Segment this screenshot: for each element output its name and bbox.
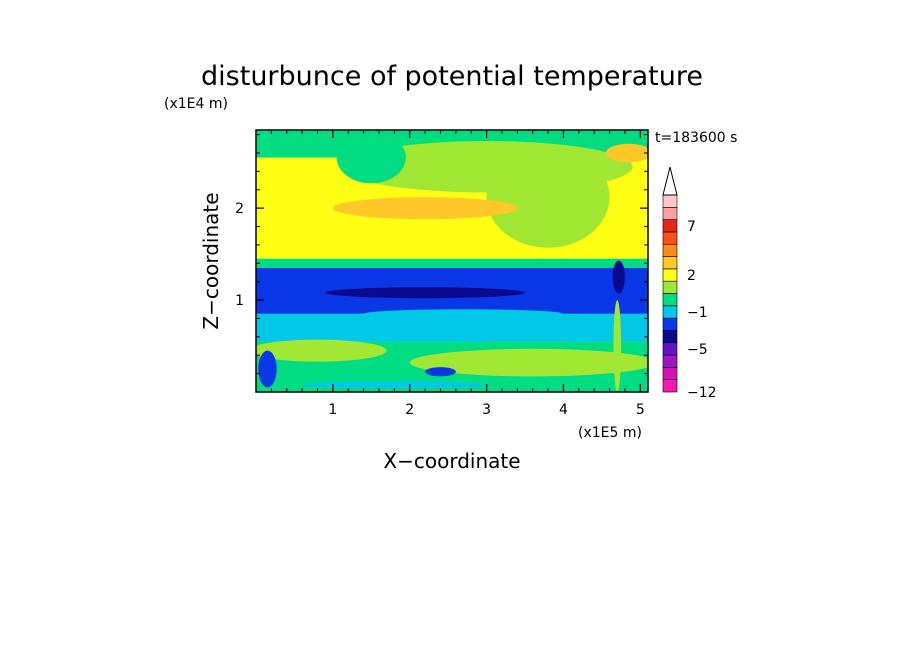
colorbar-label-3: −5 <box>687 342 708 358</box>
contour-feature-5 <box>325 287 526 299</box>
colorbar-label-0: 7 <box>687 219 696 235</box>
contour-feature-2 <box>332 197 518 220</box>
y-tick-label-0: 1 <box>235 293 244 309</box>
colorbar-cell-7 <box>662 293 678 307</box>
contour-feature-1 <box>486 146 610 248</box>
x-tick-label-3: 4 <box>559 402 568 418</box>
contour-feature-11 <box>425 367 456 377</box>
contour-feature-8 <box>256 339 387 362</box>
colorbar-cell-11 <box>662 243 678 257</box>
colorbar-cell-15 <box>662 194 678 208</box>
contour-features <box>256 131 648 392</box>
colorbar-cell-12 <box>662 231 678 245</box>
colorbar-cell-0 <box>662 379 678 393</box>
x-axis-ticks: 1 2 3 4 5 <box>270 130 645 418</box>
y-axis-ticks: 12 <box>235 134 648 375</box>
chart-title: disturbunce of potential temperature <box>201 61 703 92</box>
x-axis-label: X−coordinate <box>383 449 520 473</box>
chart-title-group: disturbunce of potential temperature (x1… <box>164 61 737 146</box>
y-tick-label-1: 2 <box>235 201 244 217</box>
colorbar-cell-14 <box>662 207 678 220</box>
colorbar-cell-8 <box>662 280 678 294</box>
colorbar-label-2: −1 <box>687 305 708 321</box>
contour-feature-10 <box>258 350 277 388</box>
contour-feature-7 <box>363 309 564 319</box>
x-tick-label-1: 2 <box>405 402 414 418</box>
x-tick-label-4: 5 <box>636 402 645 418</box>
x-unit-label: (x1E5 m) <box>578 425 642 441</box>
colorbar-cell-4 <box>662 330 678 344</box>
y-unit-label: (x1E4 m) <box>164 96 228 112</box>
colorbar-cell-1 <box>662 367 678 380</box>
x-tick-label-2: 3 <box>482 402 491 418</box>
colorbar-cell-9 <box>662 268 678 282</box>
contour-band-2 <box>256 258 648 268</box>
time-label: t=183600 s <box>655 130 737 146</box>
colorbar-cell-13 <box>662 219 678 233</box>
colorbar-cell-6 <box>662 305 678 319</box>
colorbar-cell-2 <box>662 354 678 368</box>
contour-feature-4 <box>336 131 406 184</box>
colorbar-cell-5 <box>662 317 678 331</box>
y-axis-label: Z−coordinate <box>199 192 223 329</box>
plot-area <box>256 130 648 392</box>
colorbar-cell-10 <box>662 256 678 270</box>
x-tick-label-0: 1 <box>328 402 337 418</box>
colorbar-extend-arrow <box>662 166 678 196</box>
contour-band-4 <box>256 313 648 342</box>
plot-frame <box>255 129 649 393</box>
colorbar-label-1: 2 <box>687 268 696 284</box>
colorbar: 7 2 −1 −5 −12 <box>662 166 717 401</box>
contour-feature-12 <box>302 380 487 389</box>
colorbar-label-4: −12 <box>687 385 717 401</box>
contour-feature-9 <box>409 348 648 377</box>
colorbar-cell-3 <box>662 342 678 356</box>
contour-feature-6 <box>612 260 625 294</box>
contour-feature-3 <box>605 143 648 163</box>
contour-feature-13 <box>613 300 622 392</box>
